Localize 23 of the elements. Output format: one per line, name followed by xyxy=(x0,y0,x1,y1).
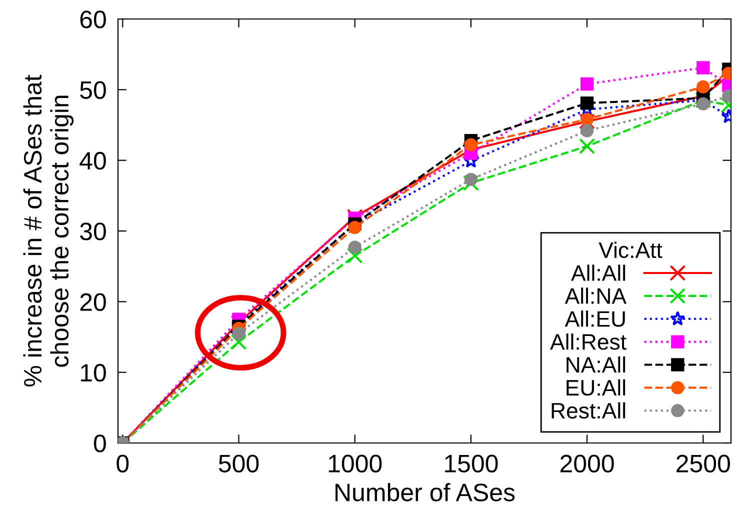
x-tick-label: 2500 xyxy=(676,454,730,472)
legend-label: Rest:All xyxy=(552,402,626,419)
y-tick-label: 30 xyxy=(80,222,106,240)
y-tick-label: 60 xyxy=(80,10,106,28)
x-tick-label: 0 xyxy=(116,454,129,472)
x-tick-label: 500 xyxy=(218,454,259,472)
legend-label: All:NA xyxy=(564,288,627,304)
y-axis-title: % increase in # of ASes that choose the correct origin xyxy=(23,74,74,386)
legend-label: All:Rest xyxy=(550,333,626,350)
legend-label: All:EU xyxy=(564,310,625,327)
y-tick-label: 0 xyxy=(94,434,106,452)
x-tick-label: 2000 xyxy=(560,454,614,472)
x-axis-title: Number of ASes xyxy=(336,482,515,502)
x-tick-label: 1000 xyxy=(328,454,382,472)
legend-title: Vic:Att xyxy=(598,242,662,258)
y-tick-label: 10 xyxy=(80,364,106,382)
y-tick-label: 20 xyxy=(80,293,106,311)
legend-label: All:All xyxy=(571,264,626,281)
y-tick-label: 50 xyxy=(80,81,106,99)
x-tick-label: 1500 xyxy=(445,454,498,472)
legend-label: EU:All xyxy=(566,379,626,396)
legend-label: NA:All xyxy=(566,356,626,373)
y-tick-label: 40 xyxy=(80,152,106,170)
